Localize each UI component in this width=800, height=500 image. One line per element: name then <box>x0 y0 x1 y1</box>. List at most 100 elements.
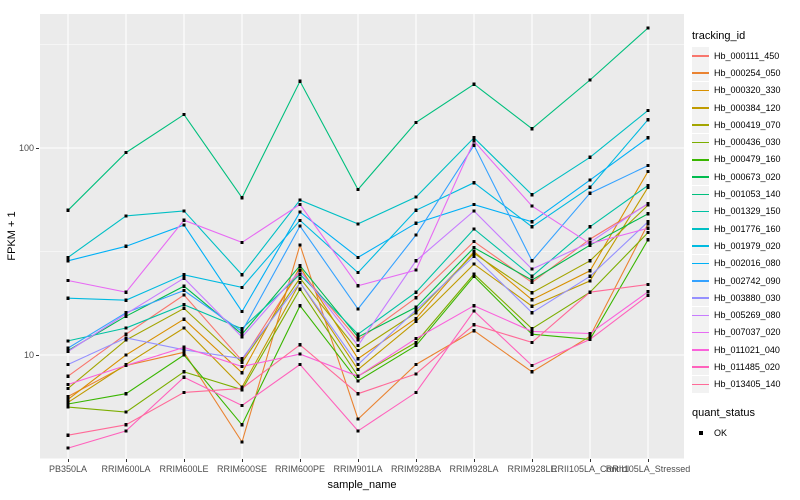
legend2-title: quant_status <box>692 406 755 419</box>
data-point <box>124 353 128 357</box>
legend-key-line <box>692 107 709 109</box>
data-point <box>530 127 534 131</box>
x-tick-label-RRIM928BA: RRIM928BA <box>390 464 442 474</box>
legend-key-swatch <box>692 133 709 151</box>
data-point <box>472 249 476 254</box>
data-point <box>646 183 650 187</box>
data-point <box>240 403 244 408</box>
data-point <box>530 291 534 295</box>
legend-item-Hb_007037_020: Hb_007037_020 <box>692 323 800 341</box>
black-square-marker-icon <box>698 430 703 435</box>
data-point <box>298 272 302 277</box>
legend2-item-label: OK <box>714 427 728 438</box>
data-point <box>298 243 302 247</box>
legend-key-swatch <box>692 185 709 203</box>
data-point <box>588 185 592 189</box>
data-point <box>356 392 360 396</box>
legend-key-swatch <box>692 323 709 341</box>
data-point <box>182 218 186 222</box>
data-point <box>298 362 302 367</box>
legend-item-Hb_000479_160: Hb_000479_160 <box>692 150 800 168</box>
x-tick-mark <box>126 459 127 462</box>
data-point <box>646 169 650 174</box>
legend-item-Hb_000419_070: Hb_000419_070 <box>692 116 800 134</box>
legend-key-line <box>692 124 709 126</box>
data-point <box>356 362 360 367</box>
data-point <box>356 368 360 372</box>
data-point <box>356 284 360 288</box>
data-point <box>588 274 592 278</box>
data-point <box>646 136 650 140</box>
legend-key-line <box>692 383 709 386</box>
data-point <box>414 308 418 312</box>
legend-item-label: Hb_002742_090 <box>714 275 781 286</box>
data-point <box>414 372 418 376</box>
data-point <box>298 287 302 291</box>
data-point <box>240 273 244 277</box>
data-point <box>66 394 70 399</box>
x-tick-label-RRIM600LE: RRIM600LE <box>159 464 209 474</box>
data-point <box>66 433 70 437</box>
y-tick-label: 10 <box>23 350 34 360</box>
legend-key-line <box>692 245 709 247</box>
data-point <box>472 329 476 333</box>
legend-items: Hb_000111_450 Hb_000254_050 Hb_000320_330 H… <box>692 47 800 393</box>
data-point <box>530 370 534 374</box>
legend-item-Hb_005269_080: Hb_005269_080 <box>692 306 800 324</box>
x-tick-mark <box>242 459 243 462</box>
x-tick-mark <box>532 459 533 462</box>
legend-item-Hb_000111_450: Hb_000111_450 <box>692 47 800 65</box>
legend-key-line <box>692 314 709 317</box>
data-point <box>646 293 650 298</box>
data-point <box>66 259 70 263</box>
legend-key-line <box>692 366 709 369</box>
legend-key-swatch <box>692 358 709 376</box>
data-point <box>530 327 534 331</box>
data-point <box>646 26 650 30</box>
x-tick-label-RRIM600PE: RRIM600PE <box>274 464 326 474</box>
data-point <box>472 309 476 313</box>
data-point <box>472 139 476 143</box>
data-point <box>530 274 534 278</box>
legend-key-line <box>692 176 709 178</box>
data-point <box>414 344 418 348</box>
data-point <box>298 218 302 222</box>
legend-item-label: Hb_000254_050 <box>714 67 781 78</box>
legend-key-swatch <box>692 99 709 117</box>
data-point <box>414 233 418 237</box>
data-point <box>414 337 418 341</box>
legend-item-label: Hb_001053_140 <box>714 189 781 200</box>
data-point <box>530 259 534 263</box>
x-tick-mark <box>648 459 649 462</box>
data-point <box>588 290 592 294</box>
data-point <box>124 410 128 414</box>
data-point <box>588 337 592 341</box>
x-axis-title: sample_name <box>327 479 397 491</box>
x-tick-label-RRII105LA_Control: RRII105LA_Control <box>550 464 630 474</box>
data-point <box>240 310 244 314</box>
data-point <box>182 348 186 352</box>
legend-item-Hb_001776_160: Hb_001776_160 <box>692 220 800 238</box>
y-tick-mark <box>36 148 39 149</box>
x-tick-mark <box>68 459 69 462</box>
legend-item-label: Hb_000673_020 <box>714 171 781 182</box>
legend-item-label: Hb_000384_120 <box>714 102 781 113</box>
data-point <box>414 316 418 321</box>
data-point <box>124 392 128 396</box>
data-point <box>182 273 186 277</box>
data-point <box>182 350 186 354</box>
x-tick-mark <box>184 459 185 462</box>
data-point <box>414 268 418 272</box>
legend-key-swatch <box>692 202 709 220</box>
legend-key-swatch <box>692 47 709 65</box>
legend-key-swatch <box>692 375 709 393</box>
data-point <box>182 293 186 297</box>
data-point <box>66 402 70 406</box>
data-point <box>182 303 186 307</box>
data-point <box>414 195 418 199</box>
data-point <box>240 332 244 336</box>
legend-item-Hb_011485_020: Hb_011485_020 <box>692 358 800 376</box>
x-tick-label-PB350LA: PB350LA <box>48 464 88 474</box>
data-point <box>356 429 360 433</box>
legend-item-label: Hb_007037_020 <box>714 327 781 338</box>
